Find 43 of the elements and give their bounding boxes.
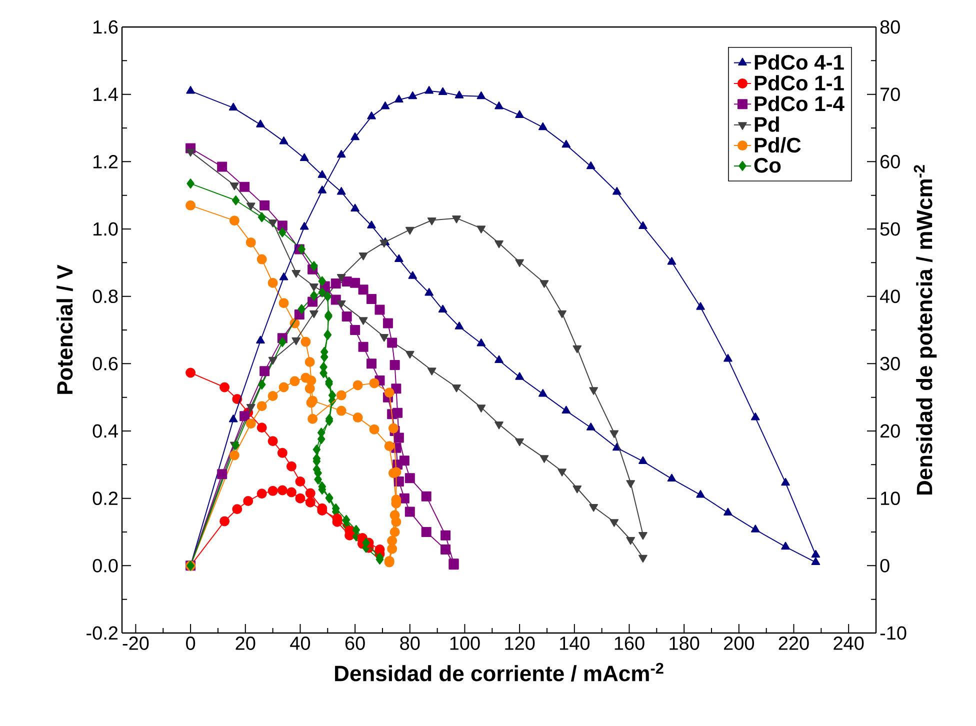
x-tick-label: 120 — [505, 636, 535, 650]
y-tick-label: 0.0 — [92, 558, 118, 572]
x-tick-label: 20 — [236, 636, 256, 650]
y2-tick-label: 50 — [880, 222, 900, 236]
y2-tick-label: -10 — [880, 626, 906, 640]
y-tick-label: 1.6 — [94, 20, 118, 34]
y2-tick-label: 70 — [880, 88, 900, 102]
x-tick-label: 80 — [400, 636, 420, 650]
y-tick-label: 0.4 — [92, 424, 118, 438]
x-tick-label: -20 — [122, 636, 149, 650]
x-tick-label: 140 — [560, 636, 590, 650]
x-tick-label: 40 — [290, 636, 310, 650]
x-tick-label: 160 — [614, 636, 644, 650]
y2-tick-label: 0 — [880, 558, 890, 572]
y2-axis-title: Densidad de potencia / mWcm$^{-2}$ — [914, 165, 937, 495]
y-tick-label: 0.2 — [92, 492, 118, 506]
y-tick-label: 0.8 — [92, 290, 118, 304]
legend-label: PdCo 4-1 — [754, 54, 844, 70]
legend-label: Co — [754, 158, 781, 173]
y2-tick-label: 80 — [880, 20, 900, 34]
x-tick-label: 240 — [834, 636, 864, 650]
x-tick-label: 60 — [345, 636, 365, 650]
y2-tick-label: 40 — [880, 290, 900, 304]
y-tick-label: 0.6 — [92, 356, 118, 370]
x-tick-label: 180 — [670, 636, 700, 650]
legend-label: PdCo 1-1 — [754, 75, 844, 91]
y2-tick-label: 10 — [880, 492, 900, 506]
y2-tick-label: 20 — [880, 424, 900, 438]
y-axis-title: Potencial / V — [56, 264, 73, 394]
y-tick-label: 1.4 — [94, 88, 118, 101]
x-tick-label: 220 — [778, 636, 809, 650]
legend-label: Pd/C — [754, 137, 801, 153]
x-tick-label: 0 — [186, 636, 196, 650]
y-tick-label: 1.2 — [94, 155, 118, 168]
legend-label: Pd — [754, 116, 779, 132]
legend-label: PdCo 1-4 — [754, 96, 844, 112]
y2-tick-label: 30 — [880, 356, 900, 370]
y-tick-label: -0.2 — [86, 626, 118, 640]
x-axis-title: Densidad de corriente / mAcm$^{-2}$ — [335, 662, 664, 682]
x-tick-label: 100 — [450, 636, 480, 650]
x-tick-label: 200 — [724, 636, 754, 650]
y2-tick-label: 60 — [880, 154, 900, 168]
y-tick-label: 1.0 — [94, 222, 118, 236]
